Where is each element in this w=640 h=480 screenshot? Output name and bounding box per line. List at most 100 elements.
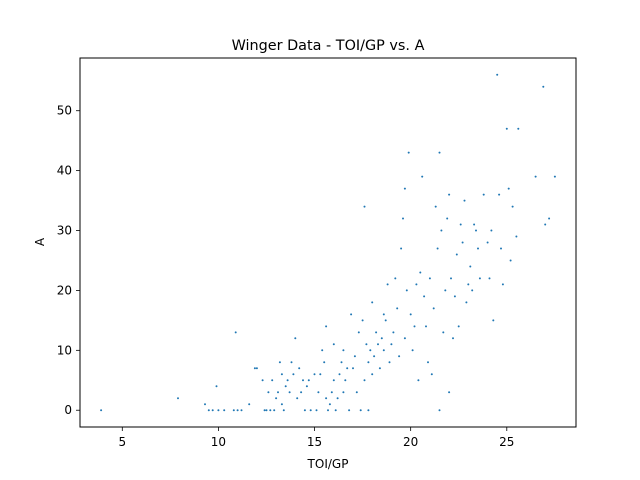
data-point — [384, 319, 387, 322]
data-point — [444, 289, 447, 292]
data-point — [463, 199, 466, 202]
data-point — [402, 217, 404, 220]
data-point — [507, 187, 510, 190]
data-point — [425, 325, 427, 328]
data-point — [367, 361, 370, 364]
data-point — [288, 391, 291, 394]
data-point — [436, 247, 439, 250]
data-point — [407, 151, 410, 154]
data-point — [367, 409, 370, 412]
data-point — [336, 397, 339, 400]
data-point — [427, 361, 429, 364]
data-point — [350, 313, 353, 316]
y-axis-ticks: 0 10 20 30 40 50 — [57, 104, 80, 417]
data-point — [340, 361, 343, 364]
x-tick-label: 15 — [307, 435, 322, 449]
data-point — [501, 283, 504, 286]
data-point — [500, 247, 502, 250]
data-point — [469, 265, 472, 268]
data-point — [278, 361, 281, 364]
x-tick-label: 5 — [118, 435, 126, 449]
x-tick-label: 25 — [499, 435, 514, 449]
data-point — [413, 325, 416, 328]
data-point — [300, 391, 303, 394]
data-point — [234, 331, 237, 334]
x-tick-label: 20 — [403, 435, 418, 449]
data-point — [290, 361, 293, 364]
data-point — [323, 361, 326, 364]
data-point — [453, 295, 456, 298]
data-point — [286, 379, 289, 382]
data-point — [211, 409, 214, 412]
data-point — [338, 373, 341, 376]
data-point — [342, 391, 345, 394]
data-point — [305, 385, 308, 388]
data-point — [505, 127, 508, 130]
data-point — [403, 187, 406, 190]
x-tick-label: 10 — [211, 435, 226, 449]
data-point — [378, 367, 381, 370]
data-point — [265, 409, 268, 412]
data-point — [342, 349, 345, 352]
data-point — [330, 391, 333, 394]
data-point — [327, 409, 329, 412]
data-point — [298, 367, 301, 370]
data-point — [277, 391, 279, 394]
y-tick-label: 20 — [57, 283, 72, 297]
data-point — [296, 397, 299, 400]
data-point — [357, 331, 360, 334]
data-point — [440, 229, 443, 232]
data-point — [432, 307, 435, 310]
data-point — [352, 367, 354, 370]
data-point — [302, 379, 304, 382]
data-point — [515, 235, 518, 238]
data-point — [361, 319, 364, 322]
data-point — [207, 409, 210, 412]
plot-area-frame — [79, 57, 577, 428]
data-point — [386, 283, 389, 286]
data-point — [325, 397, 328, 400]
data-point — [319, 373, 322, 376]
data-point — [403, 337, 406, 340]
data-point — [280, 403, 283, 406]
data-point — [473, 223, 476, 226]
data-point — [542, 85, 545, 88]
data-point — [461, 241, 464, 244]
y-tick-label: 30 — [57, 224, 72, 238]
data-point — [348, 409, 351, 412]
data-point — [475, 229, 477, 232]
data-point — [428, 277, 431, 280]
data-point — [346, 367, 349, 370]
data-point — [553, 175, 556, 178]
data-point — [388, 361, 391, 364]
data-point — [377, 343, 379, 346]
data-point — [490, 229, 493, 232]
data-point — [417, 379, 420, 382]
data-point — [204, 403, 206, 406]
y-tick-label: 50 — [57, 104, 72, 118]
data-point — [307, 379, 310, 382]
data-point — [390, 343, 393, 346]
data-point — [517, 127, 520, 130]
data-point — [321, 349, 324, 352]
data-point — [405, 289, 408, 292]
data-point — [317, 391, 320, 394]
data-point — [434, 205, 437, 208]
data-point — [223, 409, 226, 412]
data-point — [313, 373, 316, 376]
data-point — [363, 379, 366, 382]
data-point — [478, 277, 481, 280]
points-layer — [100, 73, 556, 412]
data-point — [263, 409, 266, 412]
data-point — [253, 367, 256, 370]
data-point — [534, 175, 537, 178]
data-point — [419, 271, 422, 274]
data-point — [411, 349, 414, 352]
data-point — [371, 373, 374, 376]
data-point — [240, 409, 243, 412]
data-point — [382, 313, 385, 316]
data-point — [332, 343, 335, 346]
data-point — [421, 175, 424, 178]
data-point — [369, 349, 372, 352]
x-axis-label: TOI/GP — [307, 457, 349, 471]
